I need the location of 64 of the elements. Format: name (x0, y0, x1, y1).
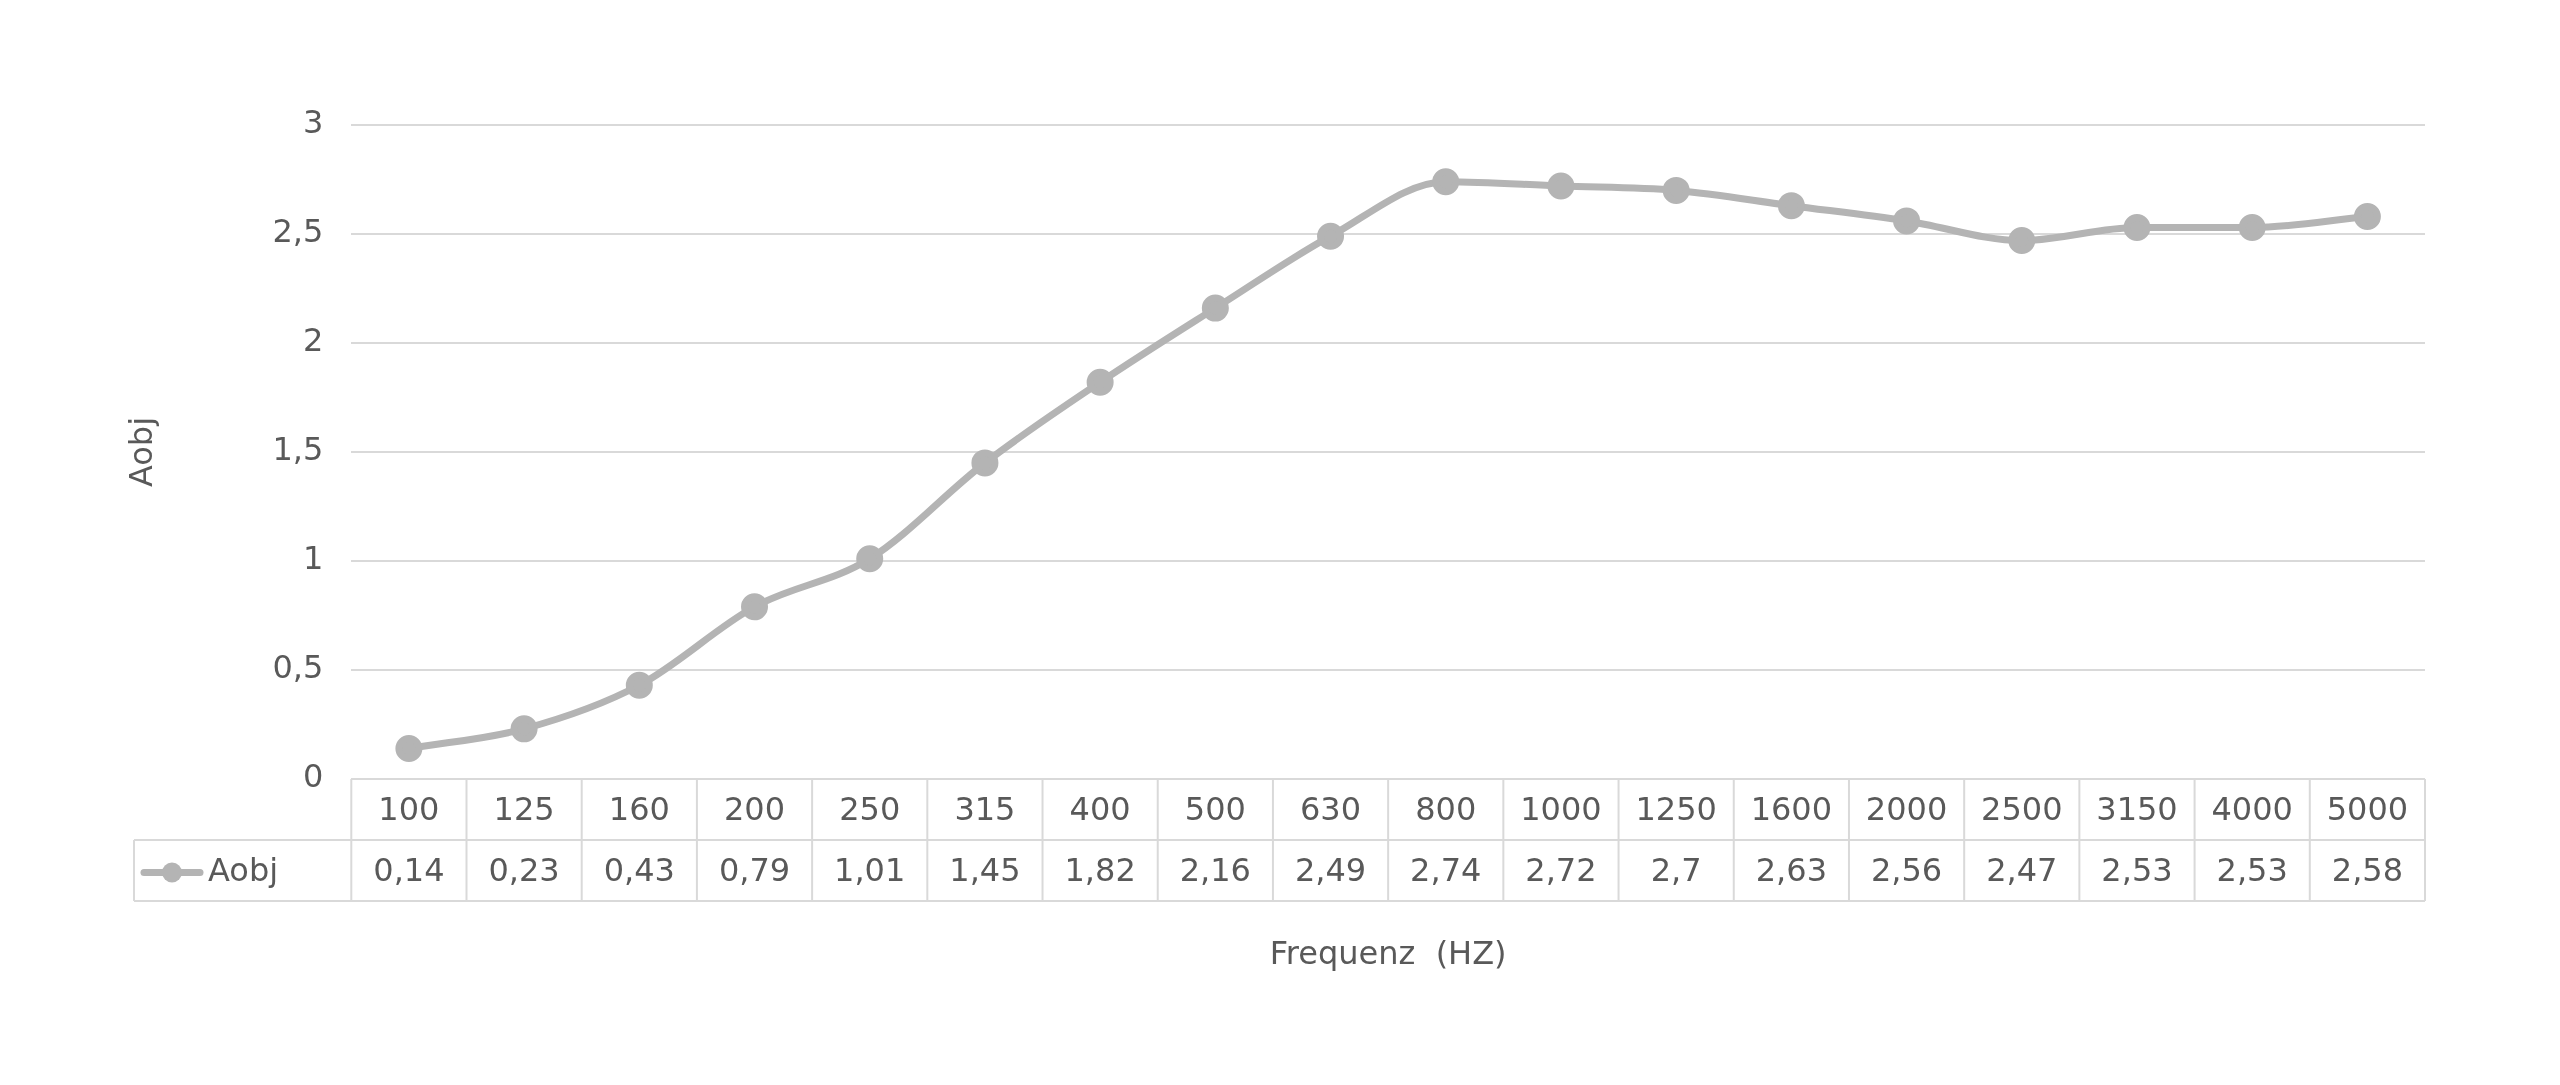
x-tick-label: 500 (1184, 789, 1246, 828)
point (1432, 168, 1460, 196)
x-tick-label: 5000 (2326, 789, 2409, 828)
point (625, 671, 653, 699)
data-label: 2,56 (1870, 850, 1943, 889)
x-tick-label: 160 (608, 789, 670, 828)
point (1662, 176, 1690, 204)
x-tick-label: 200 (723, 789, 786, 828)
x-tick-label: 2000 (1865, 789, 1948, 828)
data-label: 2,7 (1650, 850, 1702, 889)
data-label: 0,43 (603, 850, 675, 889)
y-tick-label: 1 (302, 539, 324, 578)
x-tick-label: 1000 (1520, 789, 1602, 828)
data-label: 0,79 (718, 850, 791, 889)
data-label: 2,58 (2331, 850, 2404, 889)
x-tick-label: 1600 (1750, 789, 1833, 828)
point (2008, 227, 2036, 255)
data-label: 2,63 (1755, 850, 1827, 889)
x-tick-label: 250 (839, 789, 901, 828)
point (1317, 222, 1345, 250)
x-tick-label: 315 (954, 789, 1016, 828)
x-tick-label: 125 (493, 789, 555, 828)
data-label: 0,23 (488, 850, 560, 889)
point (2238, 213, 2266, 241)
y-tick-label: 0,5 (272, 648, 324, 687)
x-tick-label: 100 (378, 789, 440, 828)
point (1777, 192, 1805, 220)
point (395, 734, 423, 762)
data-label: 2,72 (1525, 850, 1597, 889)
data-label: 2,53 (2216, 850, 2288, 889)
point (2123, 213, 2151, 241)
data-label: 1,82 (1064, 850, 1136, 889)
y-tick-label: 0 (302, 757, 324, 796)
x-tick-label: 630 (1300, 789, 1362, 828)
point (971, 449, 999, 477)
point (1086, 368, 1114, 396)
y-tick-label: 3 (302, 103, 324, 142)
point (1893, 207, 1921, 235)
data-label: 0,14 (373, 850, 445, 889)
point (741, 593, 769, 621)
x-tick-label: 800 (1415, 789, 1477, 828)
point (856, 545, 884, 573)
data-label: 2,74 (1410, 850, 1482, 889)
x-tick-label: 1250 (1635, 789, 1717, 828)
legend-label: Aobj (208, 850, 279, 889)
data-label: 1,01 (834, 850, 906, 889)
data-label: 2,49 (1294, 850, 1367, 889)
data-label: 2,47 (1986, 850, 2058, 889)
x-tick-label: 400 (1069, 789, 1131, 828)
y-axis-title: Aobj (121, 416, 160, 488)
data-label: 1,45 (949, 850, 1021, 889)
x-tick-label: 3150 (2096, 789, 2178, 828)
point (2353, 203, 2381, 231)
x-axis-title: Frequenz (HZ) (1269, 934, 1507, 973)
data-label: 2,16 (1179, 850, 1251, 889)
point (1201, 294, 1229, 322)
point (1547, 172, 1575, 200)
point (510, 715, 538, 743)
x-tick-label: 4000 (2211, 789, 2293, 828)
x-tick-label: 2500 (1981, 789, 2063, 828)
y-tick-label: 1,5 (272, 430, 324, 469)
data-label: 2,53 (2101, 850, 2173, 889)
y-tick-label: 2 (302, 321, 324, 360)
y-tick-label: 2,5 (272, 212, 324, 251)
